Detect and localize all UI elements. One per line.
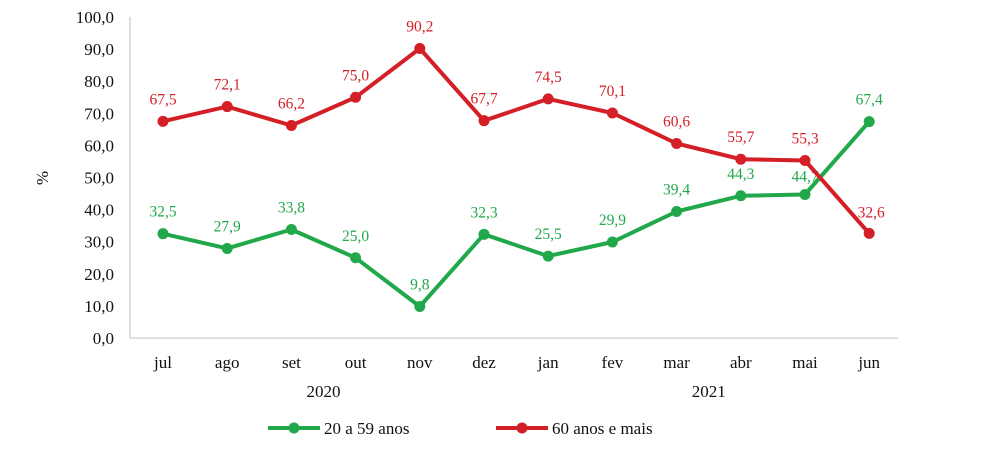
legend: 20 a 59 anos 60 anos e mais (268, 419, 653, 438)
x-axis-ticks: jul ago set out nov dez jan fev mar abr mai jun (153, 353, 881, 372)
data-label: 32,6 (858, 204, 885, 221)
legend-swatch-marker (288, 422, 300, 434)
data-label: 90,2 (406, 18, 433, 35)
data-point (671, 137, 683, 149)
data-label: 67,5 (149, 91, 176, 108)
data-point (735, 190, 747, 202)
data-label: 32,5 (149, 204, 176, 221)
y-tick-label: 60,0 (84, 136, 114, 155)
data-label: 67,4 (856, 92, 883, 109)
data-point (671, 206, 683, 218)
data-label: 55,3 (791, 130, 818, 147)
y-tick-label: 70,0 (84, 104, 114, 123)
x-tick-label: mai (792, 353, 818, 372)
data-point (157, 115, 169, 127)
data-label: 44,7 (791, 169, 818, 186)
legend-label: 20 a 59 anos (324, 419, 409, 438)
data-label: 25,5 (535, 226, 562, 243)
series-20-a-59-anos: 32,5 27,9 33,8 25,0 9,8 32,3 25,5 29,9 39,4 44,3 4… (149, 92, 883, 313)
data-label: 75,0 (342, 67, 369, 84)
y-tick-label: 90,0 (84, 40, 114, 59)
data-label: 67,7 (470, 91, 497, 108)
data-label: 55,7 (727, 129, 754, 146)
data-point (542, 250, 554, 262)
data-point (478, 115, 490, 127)
y-axis-ticks: 0,0 10,0 20,0 30,0 40,0 50,0 60,0 70,0 80,0 90,0 1… (76, 8, 114, 348)
axes (129, 17, 898, 339)
series-line (161, 119, 872, 309)
x-tick-label: jul (153, 353, 172, 372)
data-point (863, 116, 875, 128)
legend-label: 60 anos e mais (552, 419, 653, 438)
y-tick-label: 50,0 (84, 169, 114, 188)
data-point (350, 252, 362, 264)
data-label: 70,1 (599, 83, 626, 100)
y-tick-label: 30,0 (84, 233, 114, 252)
year-label: 2020 (307, 382, 341, 401)
x-tick-label: dez (472, 353, 496, 372)
x-tick-label: set (282, 353, 301, 372)
data-label: 60,6 (663, 113, 690, 130)
y-tick-label: 100,0 (76, 8, 114, 27)
data-point (606, 107, 618, 119)
data-point (606, 236, 618, 248)
x-tick-label: nov (407, 353, 433, 372)
x-tick-label: ago (215, 353, 240, 372)
legend-swatch-marker (516, 422, 528, 434)
legend-item: 20 a 59 anos (268, 419, 409, 438)
series-60-anos-e-mais: 67,5 72,1 66,2 75,0 90,2 67,7 74,5 70,1 60,6 55,7… (149, 18, 885, 239)
data-label: 72,1 (214, 77, 241, 94)
series-line (161, 46, 872, 236)
data-point (863, 227, 875, 239)
x-tick-label: abr (730, 353, 752, 372)
y-tick-label: 80,0 (84, 72, 114, 91)
x-tick-label: fev (602, 353, 624, 372)
data-label: 66,2 (278, 95, 305, 112)
y-tick-label: 20,0 (84, 265, 114, 284)
data-label: 33,8 (278, 200, 305, 217)
data-point (478, 228, 490, 240)
legend-item: 60 anos e mais (496, 419, 653, 438)
data-point (542, 93, 554, 105)
data-point (414, 42, 426, 54)
data-point (285, 119, 297, 131)
data-label: 39,4 (663, 182, 690, 199)
data-point (221, 101, 233, 113)
data-point (157, 228, 169, 240)
y-tick-label: 10,0 (84, 297, 114, 316)
year-label: 2021 (692, 382, 726, 401)
data-label: 27,9 (214, 218, 241, 235)
x-tick-label: out (345, 353, 367, 372)
x-tick-label: mar (663, 353, 690, 372)
x-tick-label: jun (857, 353, 880, 372)
series-group: 32,5 27,9 33,8 25,0 9,8 32,3 25,5 29,9 39,4 44,3 4… (149, 18, 885, 313)
data-point (799, 154, 811, 166)
data-point (350, 91, 362, 103)
data-point (735, 153, 747, 165)
year-labels: 2020 2021 (307, 382, 726, 401)
data-label: 29,9 (599, 212, 626, 229)
data-point (799, 189, 811, 201)
y-tick-label: 40,0 (84, 201, 114, 220)
data-label: 25,0 (342, 228, 369, 245)
data-label: 9,8 (410, 277, 430, 294)
y-tick-label: 0,0 (93, 329, 114, 348)
data-point (414, 301, 426, 313)
data-label: 32,3 (470, 204, 497, 221)
data-point (221, 242, 233, 254)
data-label: 44,3 (727, 166, 754, 183)
y-axis-label: % (33, 171, 52, 185)
x-tick-label: jan (537, 353, 559, 372)
data-point (285, 224, 297, 236)
data-label: 74,5 (535, 69, 562, 86)
